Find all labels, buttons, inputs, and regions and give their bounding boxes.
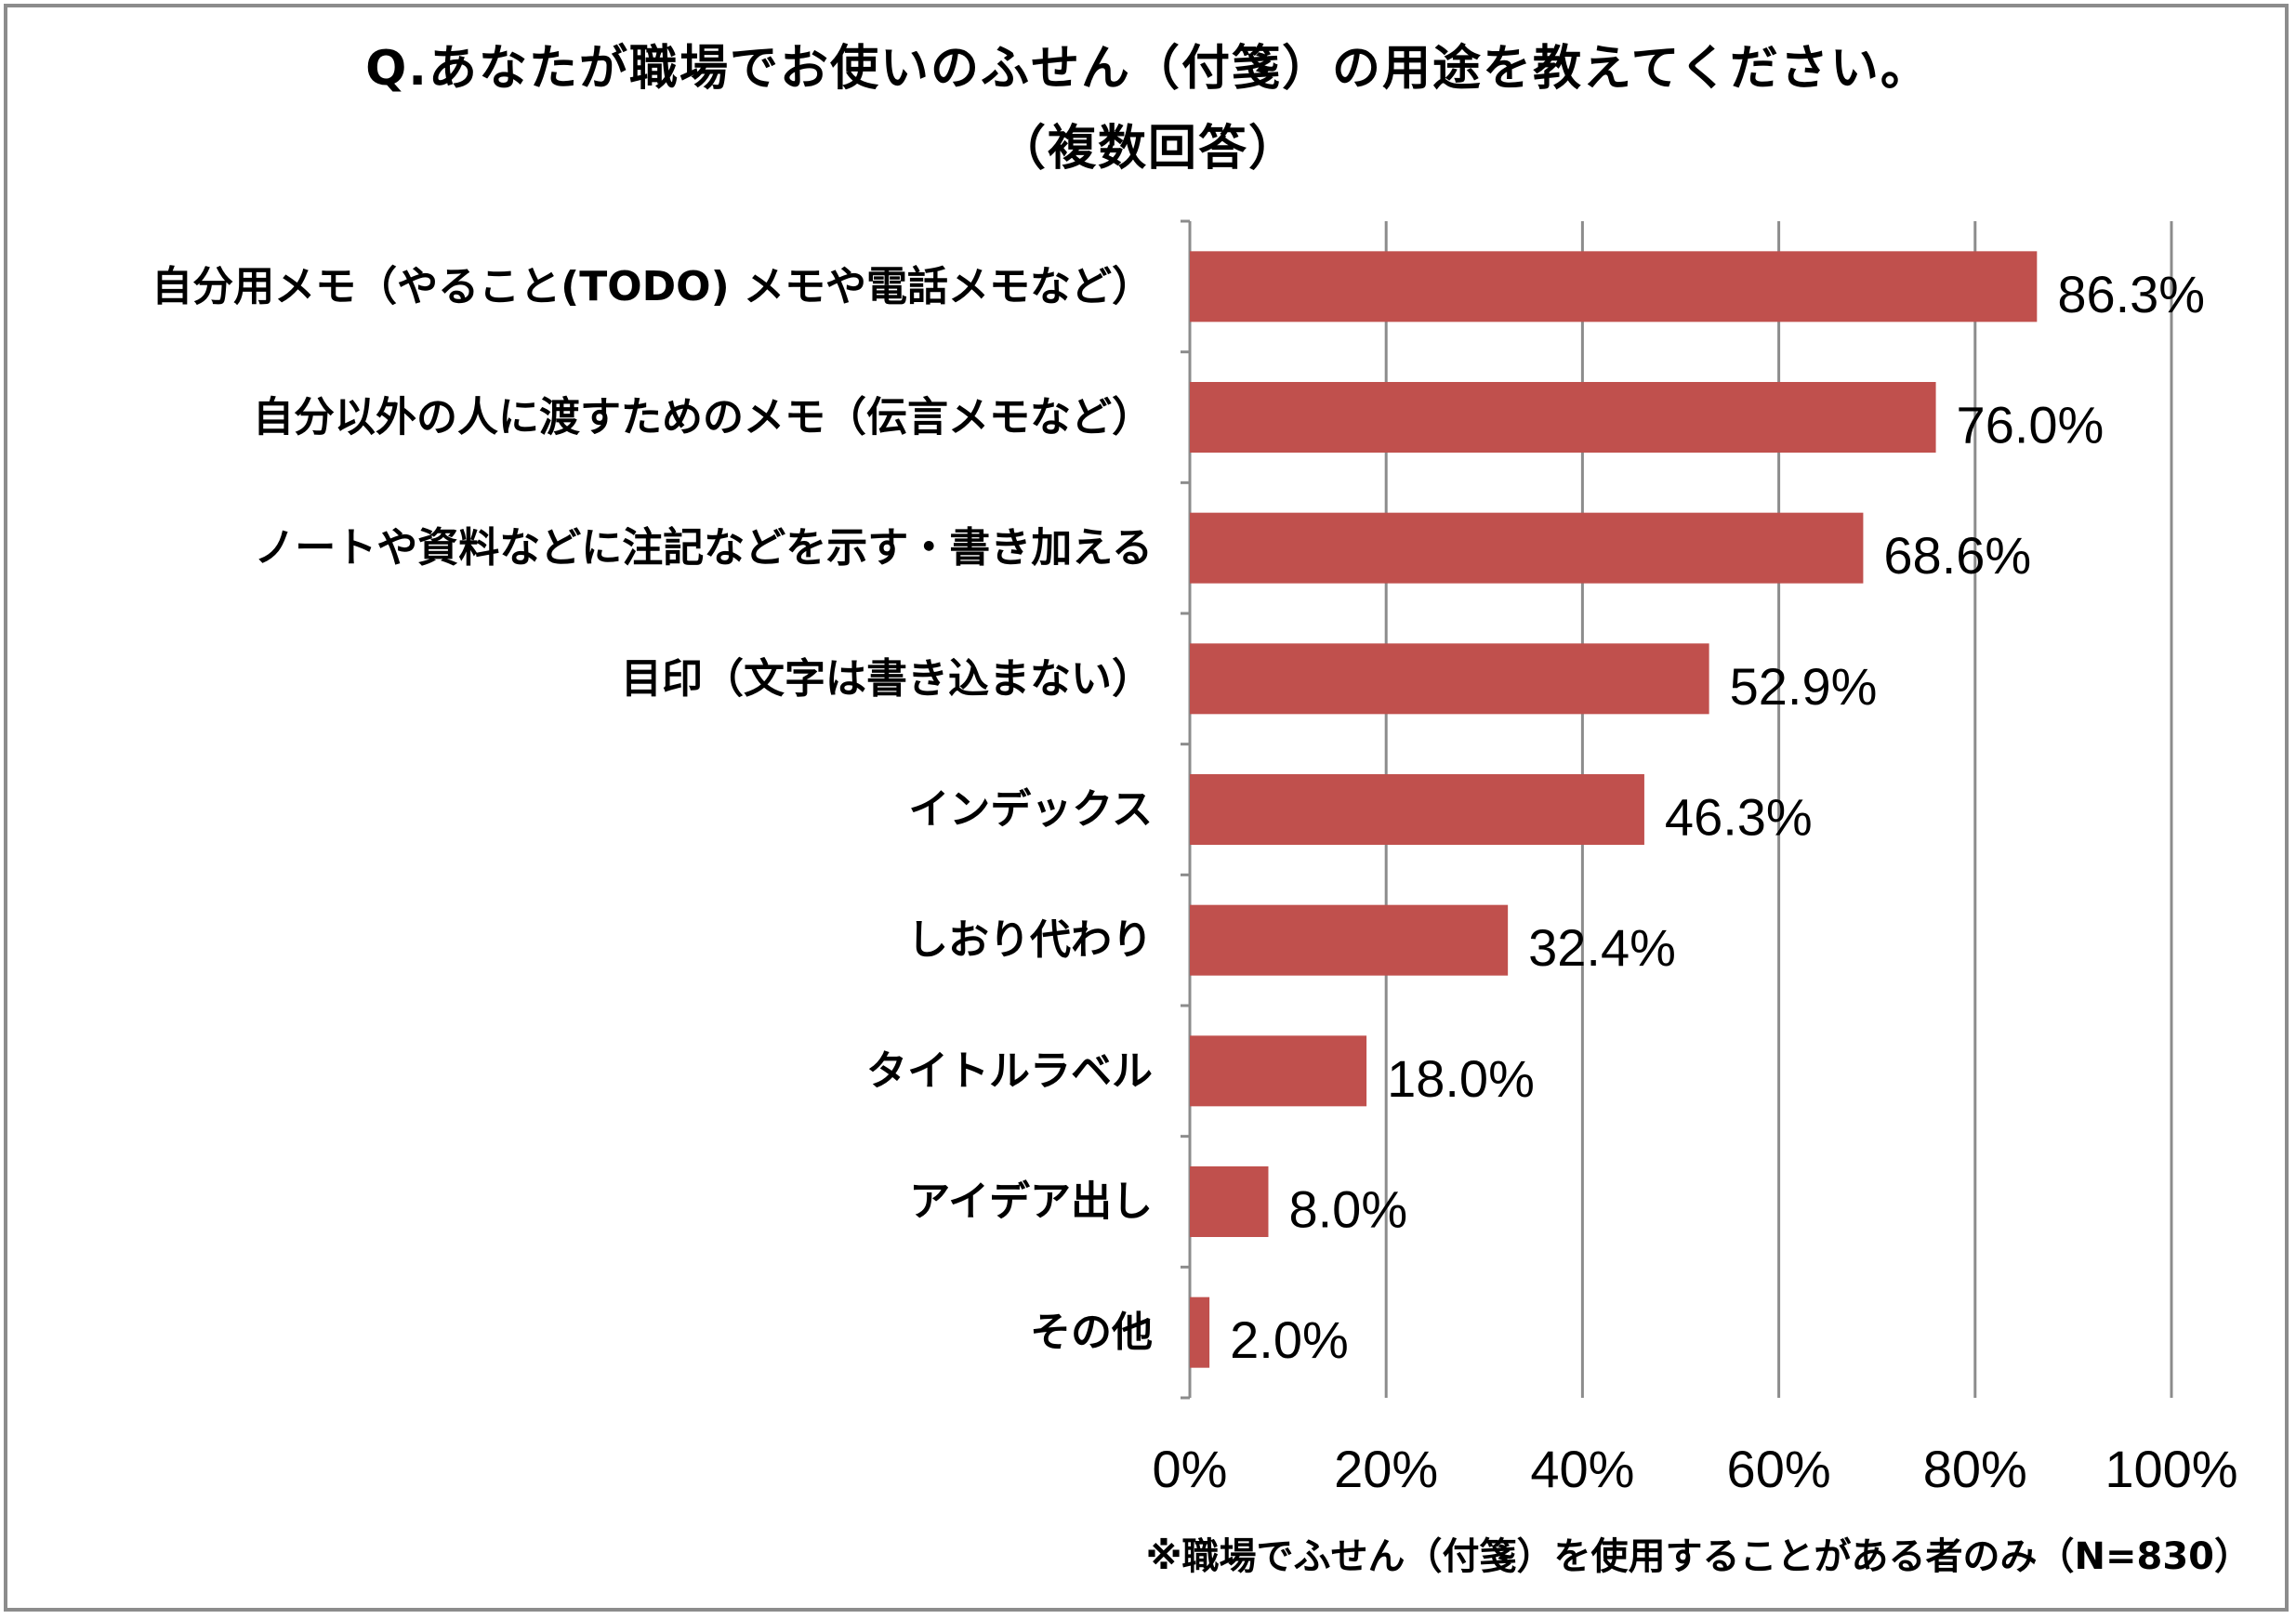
category-label: 自分以外の人に渡すためのメモ（伝言メモなど） [253, 394, 1153, 441]
x-tick-label: 80% [1923, 1440, 2027, 1498]
x-tick-label: 0% [1153, 1440, 1228, 1498]
data-label: 52.9% [1730, 657, 1878, 716]
data-label: 76.0% [1957, 396, 2105, 454]
x-tick-label: 100% [2105, 1440, 2237, 1498]
bar [1190, 1297, 1210, 1368]
category-label: タイトルラベル [866, 1047, 1153, 1095]
bar [1190, 1035, 1367, 1107]
data-label: 46.3% [1665, 788, 1813, 847]
bar [1190, 1166, 1269, 1237]
x-tick-label: 60% [1727, 1440, 1831, 1498]
bar [1190, 512, 1864, 584]
x-tick-label: 40% [1530, 1440, 1634, 1498]
bar [1190, 774, 1644, 845]
footnote: ※職場でふせん（付箋）を使用することがある者のみ（N=830） [1145, 1535, 2251, 1578]
x-tick-label: 20% [1334, 1440, 1438, 1498]
chart-subtitle: （複数回答） [996, 121, 1299, 177]
data-label: 86.3% [2057, 265, 2205, 323]
bar [1190, 904, 1509, 976]
bar [1190, 382, 1936, 453]
data-label: 2.0% [1230, 1310, 1349, 1369]
data-label: 32.4% [1528, 918, 1676, 977]
data-label: 8.0% [1288, 1180, 1407, 1239]
data-label: 18.0% [1387, 1049, 1535, 1108]
category-label: インデックス [908, 786, 1153, 834]
bar [1190, 643, 1709, 715]
category-label: ノートや資料などに注記などを示す・書き加える [254, 524, 1153, 572]
chart-title: Q.あなたが職場でお使いのふせん（付箋）の用途を教えてください。 [365, 41, 1931, 97]
data-label: 68.6% [1883, 526, 2031, 585]
category-label: アイデア出し [909, 1178, 1153, 1226]
bar [1190, 251, 2038, 322]
category-label: その他 [1030, 1309, 1153, 1356]
category-label: しおり代わり [907, 916, 1153, 964]
category-label: 目印（文字は書き込まない） [621, 655, 1153, 703]
category-label: 自分用メモ（やること(TODO) メモや電話メモなど） [152, 263, 1153, 310]
